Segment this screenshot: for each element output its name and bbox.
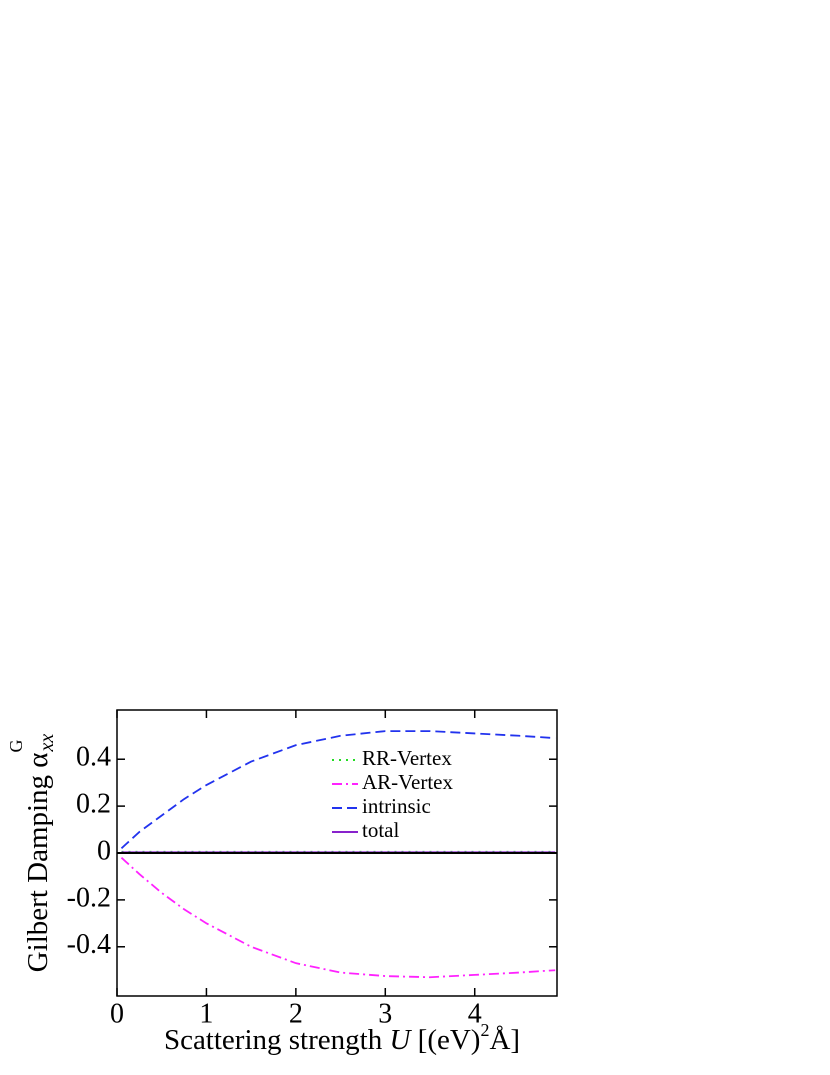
y-axis-title-part: G <box>6 740 26 753</box>
legend-label: AR-Vertex <box>362 770 453 794</box>
y-tick-label: 0 <box>97 835 111 866</box>
series-line <box>120 730 556 849</box>
x-tick-label: 2 <box>289 998 303 1029</box>
legend-label: intrinsic <box>362 794 431 818</box>
x-axis-title-part: U <box>389 1024 412 1056</box>
x-tick-label: 1 <box>199 998 213 1029</box>
x-axis-title-part: 2 <box>480 1020 489 1040</box>
x-axis-title: Scattering strength U [(eV)2Å] <box>164 1020 520 1056</box>
y-axis-title: Gilbert Damping αG xx <box>6 734 57 973</box>
x-axis-title-part: Scattering strength <box>164 1024 390 1056</box>
y-axis-title-part: Gilbert Damping α <box>22 753 54 973</box>
x-axis-title-part: [(eV) <box>410 1024 480 1056</box>
y-tick-label: 0.2 <box>76 789 111 820</box>
legend-label: RR-Vertex <box>362 746 452 770</box>
y-axis-title-part: xx <box>36 734 58 753</box>
x-tick-label: 4 <box>468 998 482 1029</box>
x-tick-label: 0 <box>110 998 124 1029</box>
y-tick-label: 0.4 <box>76 742 111 773</box>
y-tick-label: -0.2 <box>67 882 111 913</box>
x-axis-title-part: Å] <box>489 1024 520 1056</box>
series-line <box>120 857 556 979</box>
x-tick-label: 3 <box>378 998 392 1029</box>
y-tick-label: -0.4 <box>67 929 111 960</box>
legend-label: total <box>362 818 399 842</box>
